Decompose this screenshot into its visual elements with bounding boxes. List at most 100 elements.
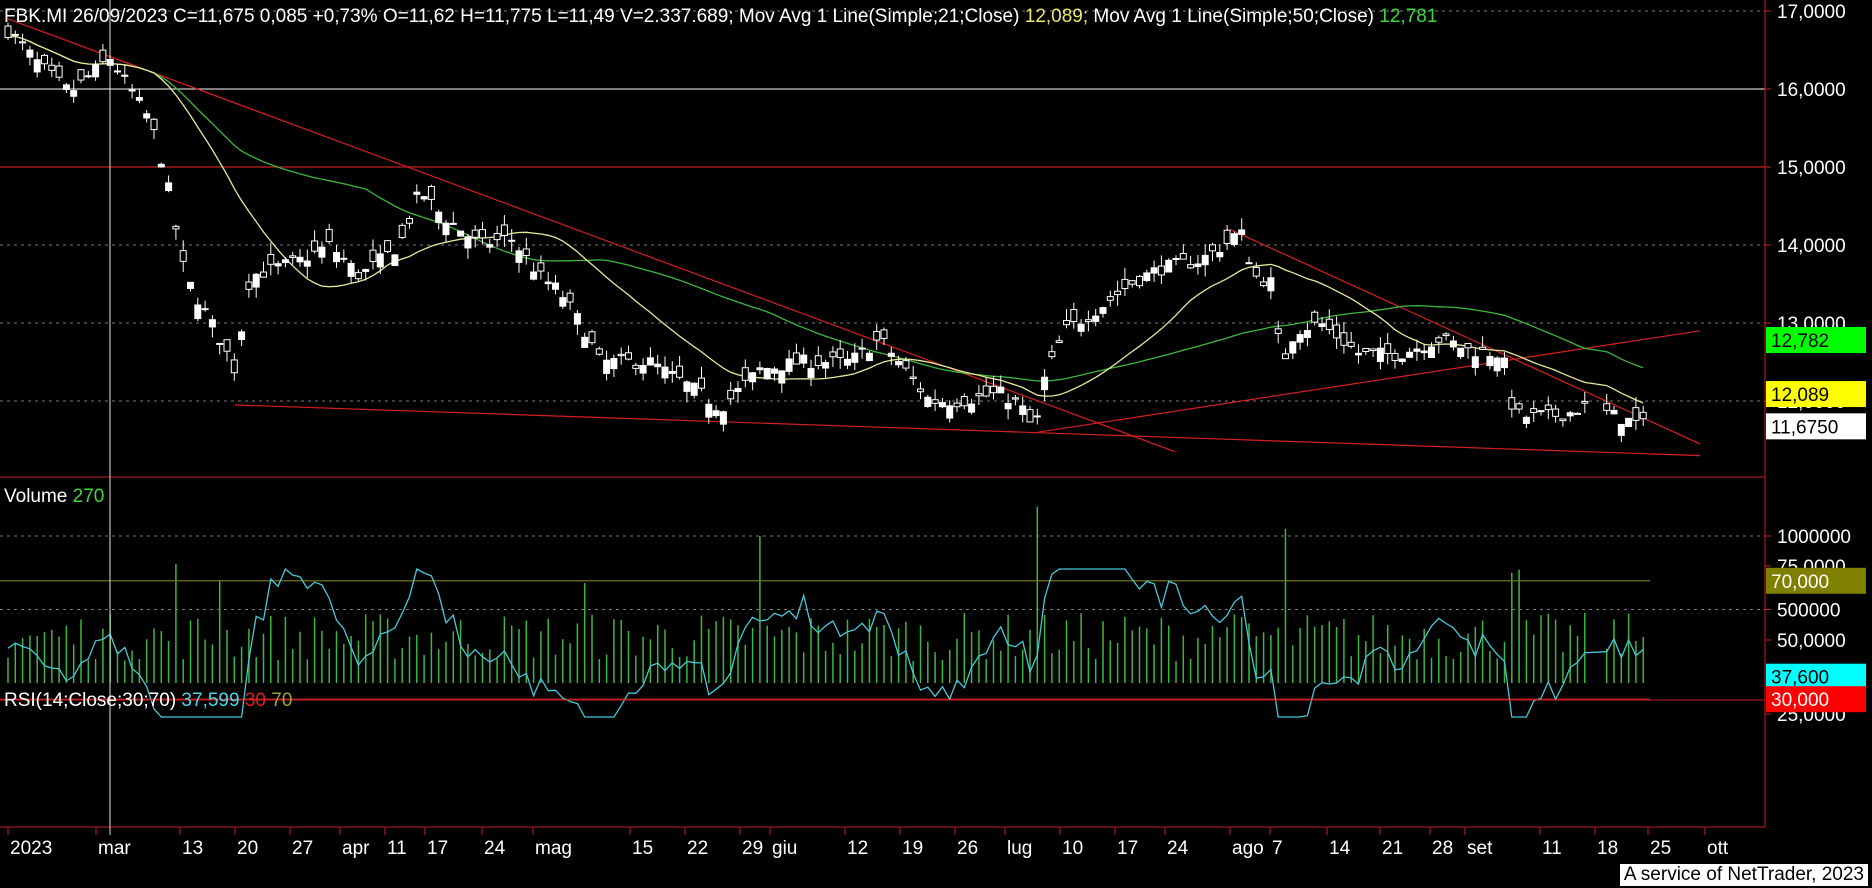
volume-bars <box>0 506 1765 683</box>
candle <box>1625 417 1633 428</box>
x-tick-label: 26 <box>957 838 978 859</box>
candle <box>150 117 158 140</box>
candle <box>1121 267 1129 297</box>
candle <box>537 255 545 280</box>
candle-body-down <box>1011 397 1019 400</box>
candle <box>252 273 260 298</box>
candle-body-down <box>1632 407 1640 421</box>
candle <box>595 346 603 356</box>
candle <box>968 398 976 415</box>
candle-body-down <box>1559 418 1567 422</box>
candle-body-down <box>1347 341 1355 347</box>
candle-body-up <box>1019 405 1027 416</box>
candle <box>814 346 822 370</box>
candle <box>654 354 662 375</box>
candle <box>216 342 224 355</box>
candle-body-up <box>603 359 611 374</box>
candle-body-down <box>1544 404 1552 411</box>
candle <box>552 275 559 295</box>
candle-body-up <box>1457 347 1465 358</box>
candle-body-up <box>610 357 618 370</box>
candle <box>333 244 340 268</box>
candle <box>1245 256 1253 265</box>
credit-text: A service of NetTrader, 2023 <box>1619 864 1868 886</box>
candle <box>1559 418 1567 427</box>
candle <box>1165 258 1173 273</box>
candle <box>1092 308 1100 327</box>
candle <box>1362 347 1370 355</box>
candle-body-down <box>1537 410 1545 413</box>
candle-body-down <box>77 69 85 81</box>
candle <box>1260 276 1268 288</box>
candle <box>1084 310 1092 332</box>
candle <box>1384 332 1392 365</box>
candle <box>727 381 735 405</box>
candle <box>990 375 997 400</box>
candle <box>413 184 421 204</box>
candle <box>296 248 304 267</box>
candle-body-down <box>369 249 377 263</box>
x-tick-label: 10 <box>1062 838 1083 859</box>
candle <box>303 249 311 278</box>
candle <box>318 241 326 264</box>
candle <box>632 362 640 376</box>
candle <box>1114 280 1122 306</box>
price-badge-label: 12,782 <box>1771 331 1829 352</box>
candle-body-up <box>1092 315 1100 322</box>
volume-value: 270 <box>67 486 105 507</box>
candle-body-up <box>712 410 720 417</box>
candle-body-up <box>997 386 1005 394</box>
candle <box>858 338 866 359</box>
candle-body-up <box>121 74 129 77</box>
x-tick-label: 12 <box>847 838 868 859</box>
candle-body-down <box>1114 290 1122 296</box>
candle-body-down <box>960 395 968 407</box>
x-tick-label: 13 <box>182 838 203 859</box>
candle-body-down <box>311 240 319 252</box>
candle <box>479 221 486 245</box>
candle-body-up <box>1041 376 1049 391</box>
candle-body-up <box>1566 412 1574 417</box>
candle-body-up <box>1428 346 1435 358</box>
candle-body-up <box>187 281 194 289</box>
axes: 17,000016,000015,000014,000013,000012,00… <box>0 0 1851 859</box>
candle <box>26 45 34 66</box>
candle <box>99 44 107 64</box>
candle-body-up <box>1376 347 1384 363</box>
candle-body-up <box>1617 423 1625 436</box>
candle <box>70 79 78 103</box>
candle-body-up <box>1449 340 1457 348</box>
candle-body-up <box>1355 352 1362 356</box>
price-badge-label: 11,6750 <box>1771 417 1838 438</box>
candle <box>362 268 370 281</box>
candle-body-down <box>1442 333 1450 337</box>
candle-body-down <box>260 271 267 278</box>
candle-body-up <box>1201 254 1209 266</box>
candle-body-down <box>1209 244 1216 252</box>
candle-body-up <box>734 387 742 392</box>
candle-body-down <box>1384 343 1392 355</box>
candle-body-up <box>1406 351 1414 358</box>
candle-body-down <box>340 257 348 260</box>
candle-body-up <box>1303 330 1311 338</box>
candle-body-up <box>800 354 808 364</box>
candle <box>121 65 129 84</box>
candle <box>1457 347 1465 360</box>
price-badge <box>1766 381 1866 408</box>
candle <box>1420 344 1428 361</box>
candle <box>1048 345 1056 360</box>
candle-body-up <box>1077 323 1085 332</box>
candle <box>1376 337 1384 370</box>
candle <box>420 195 428 202</box>
candle <box>712 405 720 419</box>
candle <box>822 359 830 379</box>
candle-body-down <box>1026 409 1034 423</box>
candle <box>698 366 705 392</box>
candle-body-up <box>274 263 282 267</box>
candle-body-up <box>778 370 786 384</box>
candle <box>1128 280 1136 288</box>
candle-body-up <box>749 372 757 383</box>
volume-tick-label: 1000000 <box>1777 527 1851 548</box>
candle <box>1223 225 1231 250</box>
